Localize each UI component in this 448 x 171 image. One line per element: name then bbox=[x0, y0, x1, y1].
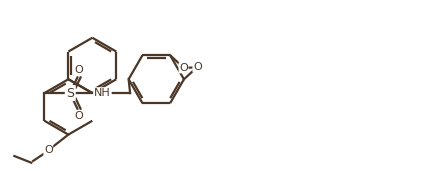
Text: NH: NH bbox=[94, 88, 111, 98]
Text: O: O bbox=[179, 63, 188, 73]
Text: O: O bbox=[74, 111, 83, 121]
Text: O: O bbox=[74, 65, 83, 75]
Text: S: S bbox=[66, 87, 74, 100]
Text: O: O bbox=[44, 145, 53, 155]
Text: O: O bbox=[193, 62, 202, 72]
